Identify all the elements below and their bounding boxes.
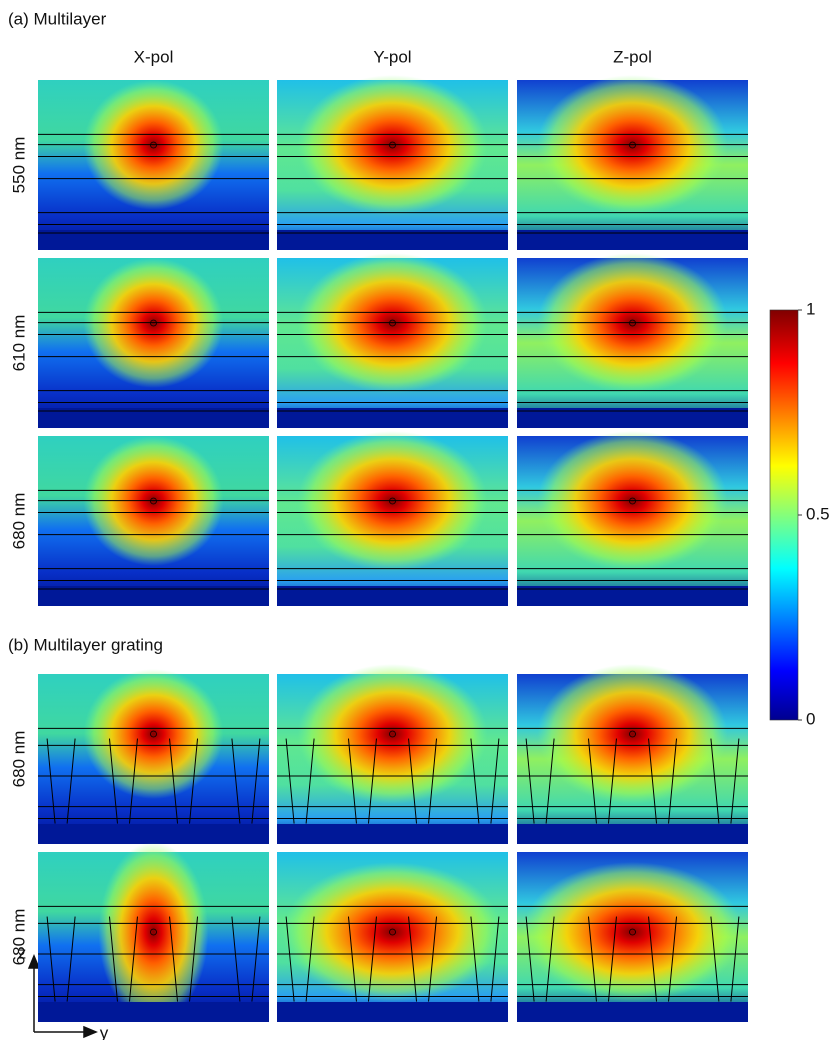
axis-label: y <box>100 1023 109 1040</box>
field-map <box>38 842 269 1022</box>
field-map <box>517 852 748 1022</box>
row-label: 680 nm <box>9 493 28 550</box>
field-map <box>517 75 748 250</box>
substrate <box>517 1002 748 1022</box>
field-map <box>38 258 269 428</box>
hot-spot <box>538 664 728 804</box>
colorbar-tick-label: 0 <box>806 709 815 728</box>
hot-spot <box>84 669 224 799</box>
hot-spot <box>99 842 209 1022</box>
column-header: X-pol <box>134 47 174 66</box>
row-label: 680 nm <box>9 731 28 788</box>
section-title: (b) Multilayer grating <box>8 635 163 654</box>
hot-spot <box>298 664 488 804</box>
substrate <box>517 824 748 844</box>
field-map <box>277 431 508 606</box>
section-title: (a) Multilayer <box>8 9 107 28</box>
hot-spot <box>283 862 503 1002</box>
field-map <box>38 436 269 606</box>
row-label: 680 nm <box>9 909 28 966</box>
field-map <box>38 669 269 844</box>
hot-spot <box>523 862 743 1002</box>
field-map <box>517 431 748 606</box>
column-header: Z-pol <box>613 47 652 66</box>
field-map <box>38 80 269 250</box>
figure: (a) Multilayer (b) Multilayer grating z … <box>0 0 832 1040</box>
row-label: 610 nm <box>9 315 28 372</box>
field-map <box>277 852 508 1022</box>
field-map <box>277 75 508 250</box>
colorbar-tick-label: 0.5 <box>806 504 830 523</box>
column-header: Y-pol <box>373 47 411 66</box>
row-label: 550 nm <box>9 137 28 194</box>
colorbar-tick-label: 1 <box>806 299 815 318</box>
substrate <box>38 824 269 844</box>
field-map <box>277 253 508 428</box>
field-map <box>517 664 748 844</box>
field-map <box>277 664 508 844</box>
substrate <box>277 824 508 844</box>
substrate <box>38 1002 269 1022</box>
field-map <box>517 253 748 428</box>
colorbar <box>770 310 798 720</box>
substrate <box>277 1002 508 1022</box>
